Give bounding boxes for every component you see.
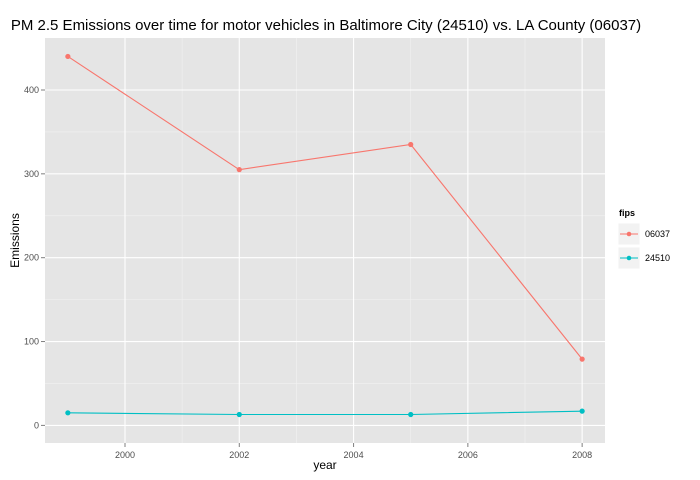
series-line-24510 (67, 410, 583, 416)
x-axis: 2000 2002 2004 2006 2008 (115, 443, 592, 460)
x-tick-label: 2004 (344, 450, 364, 460)
data-point-24510 (236, 411, 242, 418)
series-layer (65, 53, 585, 418)
y-tick-label: 200 (24, 253, 39, 263)
y-axis-title: Emissions (8, 213, 22, 268)
major-gridlines (45, 38, 605, 443)
data-point-06037 (65, 53, 71, 60)
y-tick-label: 300 (24, 169, 39, 179)
legend-point-06037 (626, 231, 632, 237)
legend: fips 06037 24510 (617, 208, 670, 270)
y-tick-label: 400 (24, 85, 39, 95)
legend-point-24510 (626, 255, 632, 261)
legend-label-24510: 24510 (645, 253, 670, 263)
x-tick-label: 2008 (572, 450, 592, 460)
data-point-06037 (579, 356, 585, 362)
legend-items: 06037 24510 (617, 222, 670, 270)
legend-label-06037: 06037 (645, 229, 670, 239)
y-tick-label: 100 (24, 337, 39, 347)
data-point-24510 (65, 410, 71, 416)
data-point-24510 (579, 408, 585, 414)
y-tick-label: 0 (34, 420, 39, 430)
data-point-24510 (408, 411, 414, 418)
x-tick-label: 2006 (458, 450, 478, 460)
x-tick-label: 2002 (229, 450, 249, 460)
minor-gridlines (45, 38, 605, 443)
x-tick-label: 2000 (115, 450, 135, 460)
x-axis-title: year (313, 458, 336, 472)
data-point-06037 (408, 141, 414, 148)
chart-title: PM 2.5 Emissions over time for motor veh… (11, 17, 641, 34)
plot-panel (45, 38, 605, 443)
data-point-06037 (236, 167, 242, 173)
series-line-06037 (67, 55, 583, 360)
legend-title: fips (619, 208, 635, 218)
y-axis: 0 100 200 300 400 (24, 85, 45, 430)
